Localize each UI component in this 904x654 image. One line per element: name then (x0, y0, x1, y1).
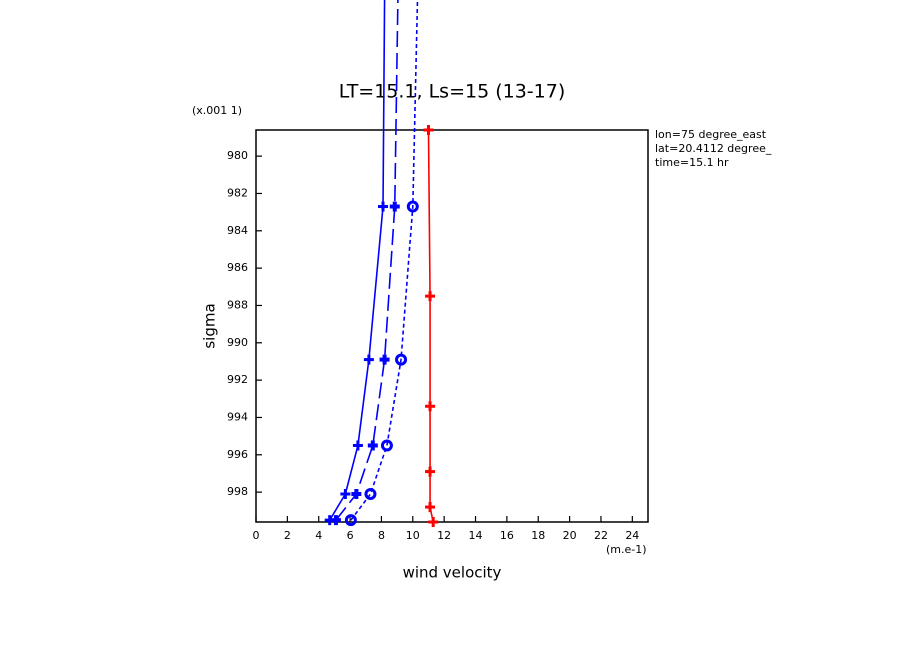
y-tick-label: 994 (227, 410, 248, 423)
y-tick-label: 986 (227, 261, 248, 274)
marker (395, 353, 408, 366)
x-tick-label: 12 (437, 529, 451, 542)
marker (340, 489, 351, 499)
annotation: lon=75 degree_east (655, 128, 767, 141)
x-tick-label: 22 (594, 529, 608, 542)
marker-circle (395, 353, 408, 366)
marker (330, 515, 341, 526)
y-axis-label: sigma (201, 303, 219, 348)
marker (344, 514, 357, 527)
series-line (427, 129, 434, 523)
x-tick-label: 6 (347, 529, 354, 542)
x-tick-label: 18 (531, 529, 545, 542)
chart-title: LT=15.1, Ls=15 (13-17) (339, 81, 566, 103)
y-tick-label: 984 (227, 224, 248, 237)
marker-circle (364, 488, 377, 500)
x-tick-label: 8 (378, 529, 385, 542)
marker-circle (380, 439, 393, 452)
marker (425, 401, 436, 412)
x-tick-label: 4 (315, 529, 322, 542)
y-tick-label: 996 (227, 448, 248, 461)
x-unit: (m.e-1) (606, 543, 647, 556)
annotation: lat=20.4112 degree_ (655, 142, 772, 155)
marker-circle (344, 514, 357, 527)
x-axis-label: wind velocity (403, 564, 502, 582)
plot-frame (255, 129, 649, 523)
marker (352, 440, 363, 451)
marker (379, 354, 390, 365)
x-tick-label: 10 (406, 529, 420, 542)
marker (389, 201, 400, 212)
marker (428, 517, 439, 527)
marker (380, 439, 393, 452)
y-tick-label: 988 (227, 298, 248, 311)
marker (406, 200, 419, 213)
x-tick-label: 2 (284, 529, 291, 542)
y-tick-label: 998 (227, 485, 248, 498)
x-tick-label: 14 (469, 529, 483, 542)
x-tick-label: 24 (625, 529, 639, 542)
x-tick-label: 20 (563, 529, 577, 542)
marker (363, 354, 374, 365)
annotation: time=15.1 hr (655, 156, 729, 169)
y-tick-label: 980 (227, 149, 248, 162)
marker (364, 488, 377, 500)
series-line (350, 0, 419, 521)
x-tick-label: 16 (500, 529, 514, 542)
marker-circle (406, 200, 419, 213)
marker (367, 440, 378, 451)
x-tick-label: 0 (253, 529, 260, 542)
series-line (335, 0, 399, 521)
y-tick-label: 982 (227, 186, 248, 199)
series-line (329, 0, 386, 521)
y-tick-label: 992 (227, 373, 248, 386)
marker (425, 466, 436, 477)
marker (351, 489, 362, 499)
marker (425, 502, 436, 513)
y-unit: (x.001 1) (192, 104, 242, 117)
y-tick-label: 990 (227, 336, 248, 349)
marker (423, 125, 434, 135)
marker (425, 291, 436, 302)
marker (378, 201, 389, 212)
